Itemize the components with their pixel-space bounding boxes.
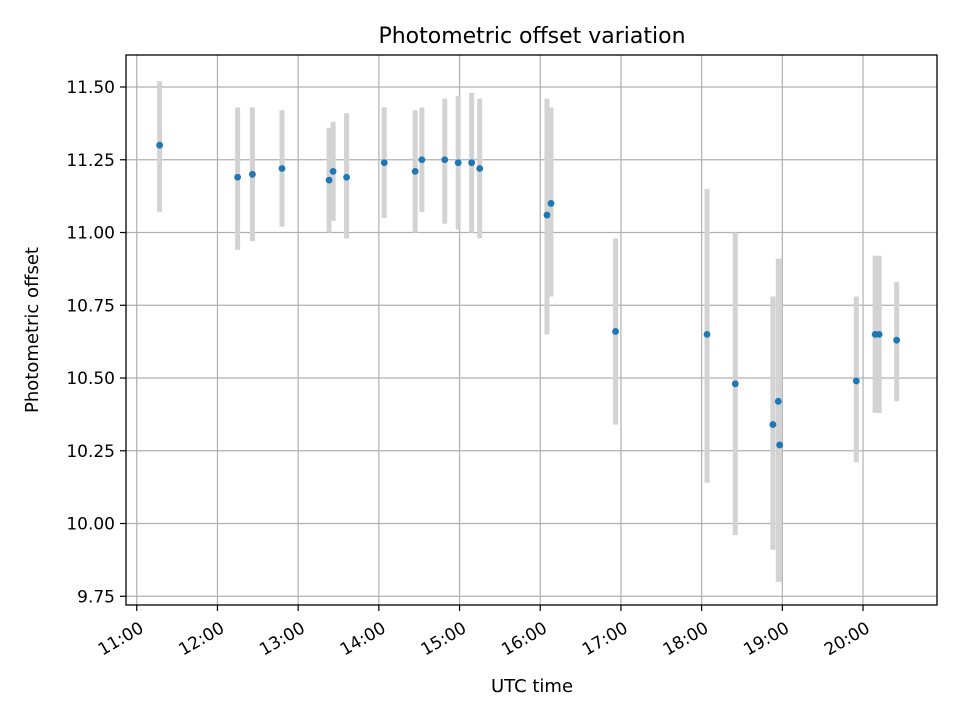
y-tick-label: 10.50 [66,369,115,389]
data-point [468,159,476,167]
data-point [454,159,462,167]
data-point [411,168,419,175]
data-point [476,165,484,172]
point-layer [156,141,901,449]
x-axis-label: UTC time [491,676,573,697]
data-point [418,156,426,164]
data-point [441,156,449,164]
data-point [774,397,782,405]
data-point [156,141,164,149]
data-point [547,200,555,207]
errorbar-layer [157,81,900,582]
data-point [893,336,901,344]
data-point [249,170,256,178]
data-point [329,168,337,175]
y-tick-label: 11.50 [66,78,115,98]
data-point [234,173,242,181]
x-tick-label: 16:00 [498,618,550,660]
y-tick-label: 10.25 [66,442,115,462]
y-tick-label: 11.00 [66,224,115,244]
grid-layer [126,55,937,605]
data-point [612,328,619,335]
y-axis-label: Photometric offset [22,247,43,413]
data-point [543,211,551,219]
data-point [875,330,883,338]
data-point [343,173,350,181]
data-point [325,176,333,184]
x-tick-label: 20:00 [821,618,873,660]
data-point [731,380,739,388]
data-point [776,441,784,449]
data-point [703,330,711,338]
x-tick-label: 19:00 [740,618,792,660]
y-tick-label: 11.25 [66,151,115,171]
x-tick-label: 13:00 [256,618,308,660]
y-tick-label: 10.75 [66,296,115,316]
x-tick-label: 15:00 [418,618,470,660]
y-tick-label: 9.75 [77,587,115,607]
data-point [278,165,286,172]
data-point [769,421,777,428]
x-tick-label: 14:00 [337,618,389,660]
y-tick-label: 10.00 [66,515,115,535]
x-tick-label: 12:00 [176,618,228,660]
x-tick-label: 18:00 [660,618,712,660]
plot-frame [125,54,938,606]
data-point [380,159,388,167]
data-point [852,377,860,385]
x-tick-label: 11:00 [95,618,147,660]
chart-title: Photometric offset variation [378,24,685,49]
x-tick-label: 17:00 [579,618,631,660]
